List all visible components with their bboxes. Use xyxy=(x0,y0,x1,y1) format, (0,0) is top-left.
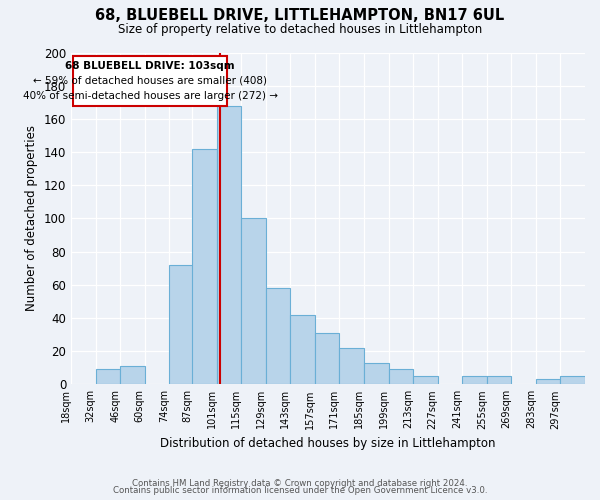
Text: Contains public sector information licensed under the Open Government Licence v3: Contains public sector information licen… xyxy=(113,486,487,495)
Bar xyxy=(120,366,145,384)
Bar xyxy=(340,348,364,385)
Text: 68 BLUEBELL DRIVE: 103sqm: 68 BLUEBELL DRIVE: 103sqm xyxy=(65,61,235,71)
Text: 68, BLUEBELL DRIVE, LITTLEHAMPTON, BN17 6UL: 68, BLUEBELL DRIVE, LITTLEHAMPTON, BN17 … xyxy=(95,8,505,22)
Text: ← 59% of detached houses are smaller (408): ← 59% of detached houses are smaller (40… xyxy=(33,76,267,86)
Bar xyxy=(290,314,315,384)
Text: 40% of semi-detached houses are larger (272) →: 40% of semi-detached houses are larger (… xyxy=(23,90,278,101)
Bar xyxy=(536,380,560,384)
Bar xyxy=(241,218,266,384)
Bar xyxy=(389,370,413,384)
Bar xyxy=(266,288,290,384)
Bar xyxy=(169,265,194,384)
X-axis label: Distribution of detached houses by size in Littlehampton: Distribution of detached houses by size … xyxy=(160,437,496,450)
Y-axis label: Number of detached properties: Number of detached properties xyxy=(25,126,38,312)
Bar xyxy=(95,370,120,384)
Bar xyxy=(462,376,487,384)
Text: Contains HM Land Registry data © Crown copyright and database right 2024.: Contains HM Land Registry data © Crown c… xyxy=(132,478,468,488)
Bar xyxy=(364,362,389,384)
Bar xyxy=(217,106,241,384)
Bar xyxy=(487,376,511,384)
Bar xyxy=(315,333,340,384)
Bar xyxy=(73,56,227,106)
Text: Size of property relative to detached houses in Littlehampton: Size of property relative to detached ho… xyxy=(118,22,482,36)
Bar xyxy=(413,376,437,384)
Bar xyxy=(192,148,217,384)
Bar xyxy=(560,376,585,384)
